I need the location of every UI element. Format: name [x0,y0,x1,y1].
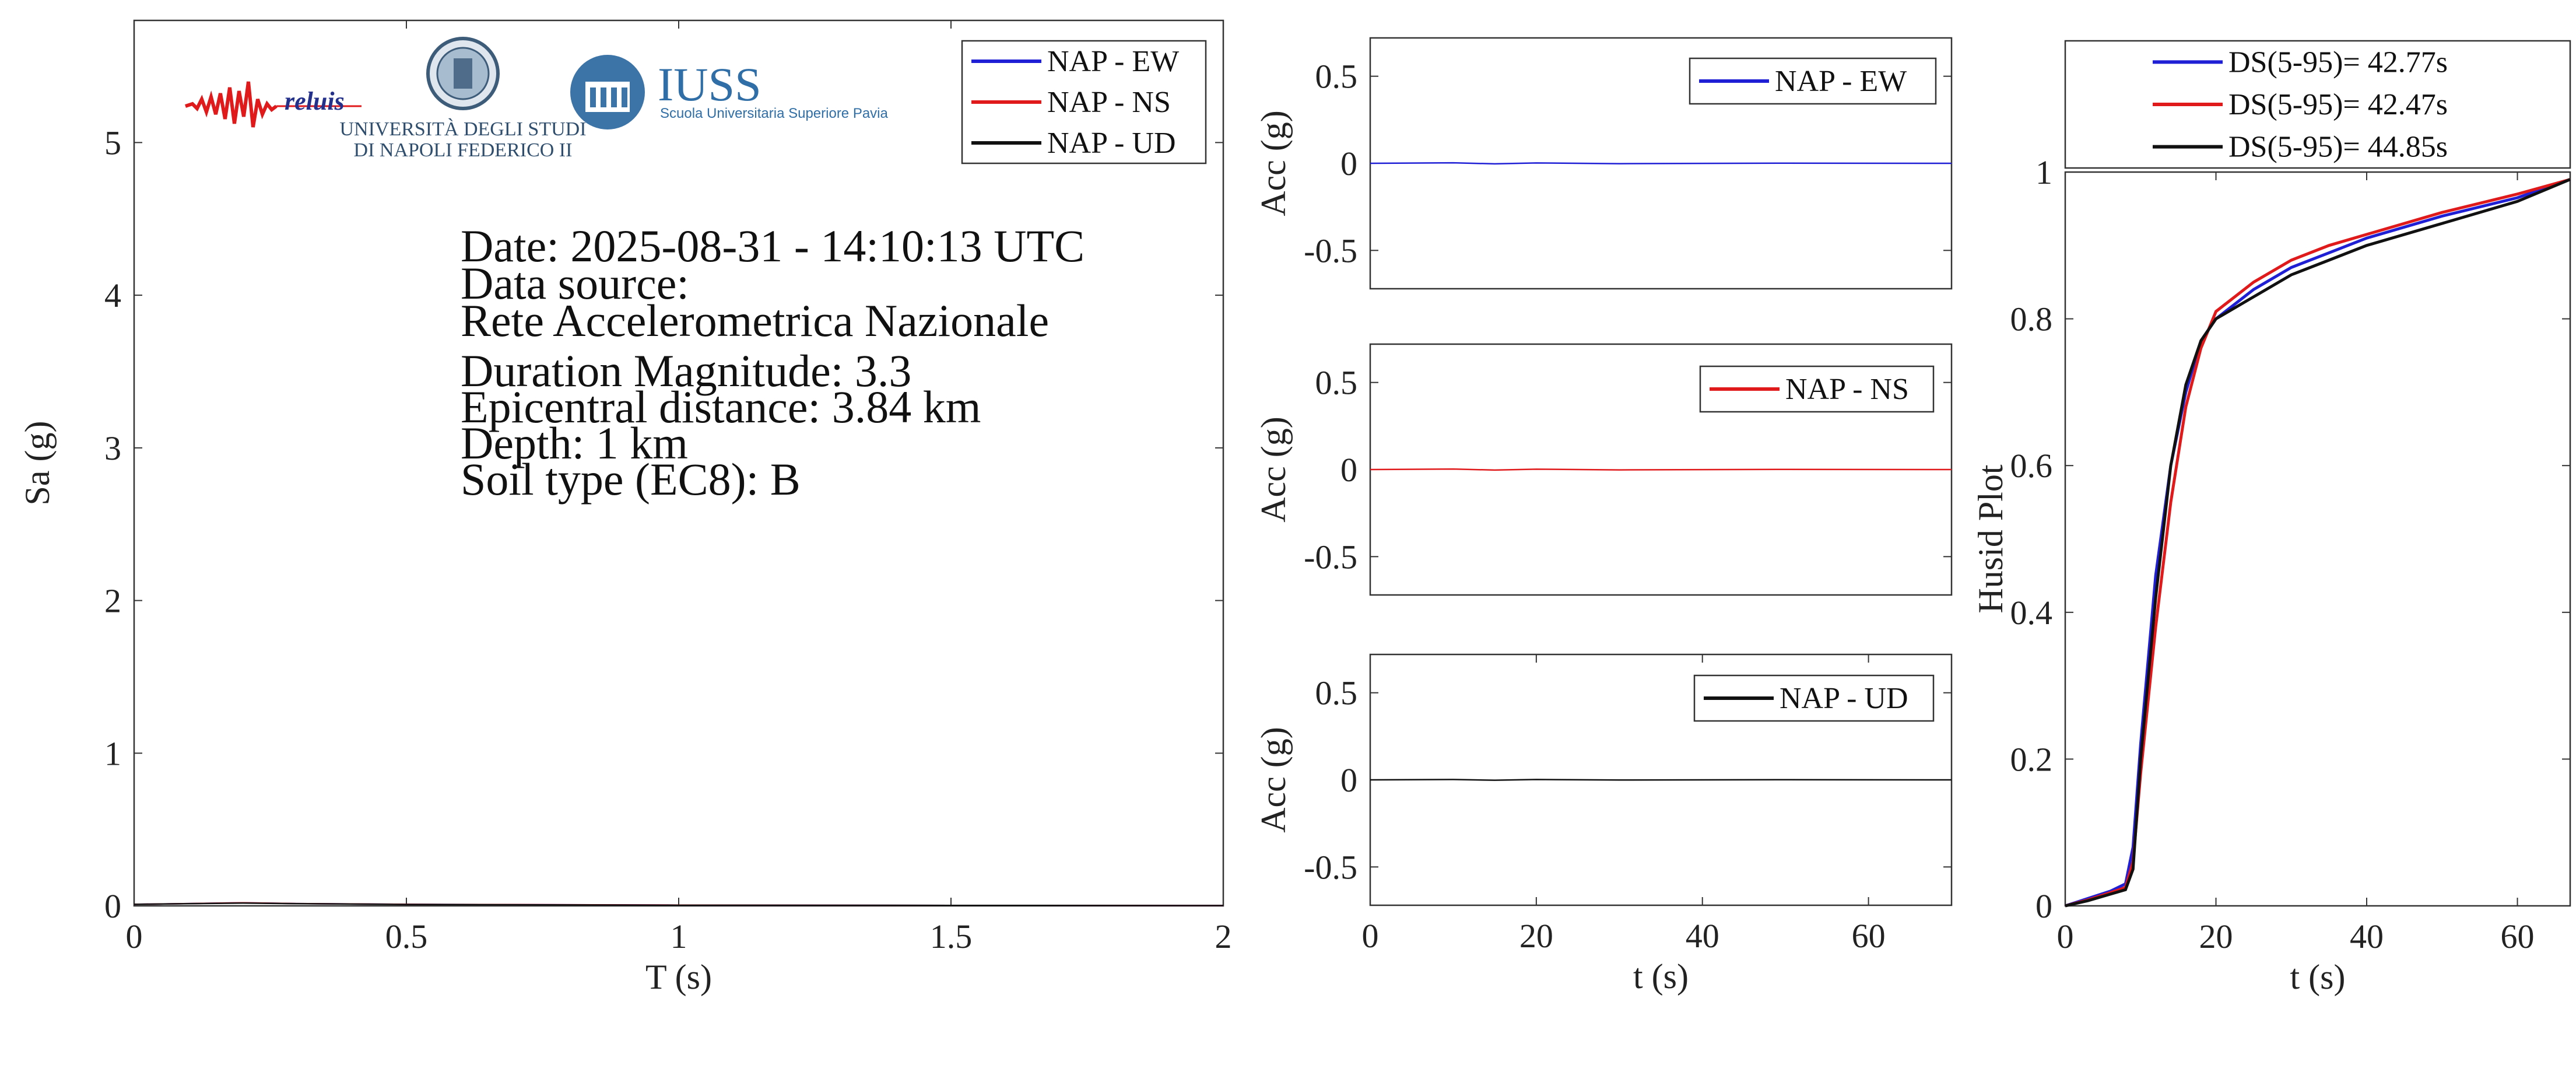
y-axis-label: Sa (g) [18,421,57,506]
unina-line1: UNIVERSITÀ DEGLI STUDI [339,118,586,140]
y-tick-label: 0.2 [2010,740,2053,778]
legend-label-2: NAP - UD [1047,127,1176,160]
x-tick-label: 2 [1215,918,1232,955]
event-info: Date: 2025-08-31 - 14:10:13 UTC Data sou… [461,220,1085,505]
legend-label-0: DS(5-95)= 42.77s [2228,45,2448,79]
x-tick-label: 0.5 [385,918,428,955]
iuss-title: IUSS [658,58,761,111]
legend-label-1: DS(5-95)= 42.47s [2228,88,2448,121]
x-tick-label: 0 [126,918,143,955]
y-tick-label: 0 [1340,145,1357,183]
y-tick-label: 0.4 [2010,594,2053,632]
epicentral-distance: Epicentral distance: 3.84 km [461,381,981,432]
legend-label-0: NAP - EW [1047,45,1179,78]
y-axis-label: Acc (g) [1254,416,1293,523]
y-tick-label: 0 [1340,761,1357,799]
x-tick-label: 60 [1852,917,1886,955]
data-source-label: Data source: [461,258,689,309]
legend-label-0: NAP - NS [1785,373,1909,406]
x-axis-label: t (s) [1633,957,1689,996]
duration-magnitude: Duration Magnitude: 3.3 [461,345,911,396]
legend-label-0: NAP - EW [1775,65,1907,98]
x-tick-label: 20 [2199,918,2233,955]
series-line-2 [2065,178,2571,908]
legend-label-0: NAP - UD [1780,682,1908,715]
legend-box [2064,40,2571,169]
y-tick-label: 0.8 [2010,300,2053,338]
iuss-subtitle: Scuola Universitaria Superiore Pavia [660,106,889,121]
y-tick-label: 1 [2035,153,2052,191]
y-axis-label: Husid Plot [1971,464,2010,613]
logos: reluis UNIVERSITÀ DEGLI STUDI DI NAPOLI … [185,37,889,161]
legend-label-2: DS(5-95)= 44.85s [2228,131,2448,164]
x-tick-label: 40 [2350,918,2384,955]
plot-area [2064,171,2571,907]
husid-chart: 0 20 40 60 0 0.2 0.4 0.6 0.8 1 t (s) Husid Plot DS(5… [1971,40,2571,996]
y-tick-label: 1 [104,734,121,772]
reluis-waveform-icon [185,81,278,128]
y-tick-label: 5 [104,124,121,162]
y-tick-label: -0.5 [1304,232,1357,269]
iuss-logo: IUSS Scuola Universitaria Superiore Pavi… [570,55,889,129]
y-tick-label: 2 [104,582,121,620]
legend-box [1693,674,1935,722]
series-line-2 [134,902,1224,906]
series-line-0 [1370,162,1952,165]
data-source: Rete Accelerometrica Nazionale [461,295,1049,346]
series-line-1 [2065,178,2571,908]
y-tick-label: 0 [104,887,121,925]
legend-box [1689,57,1937,105]
x-axis-label: t (s) [2290,958,2346,996]
y-axis-label: Acc (g) [1254,110,1293,216]
series-line-0 [1370,779,1952,781]
y-tick-label: 0.6 [2010,447,2053,485]
event-date: Date: 2025-08-31 - 14:10:13 UTC [461,220,1085,271]
reluis-wordmark: reluis [285,87,345,115]
y-tick-label: -0.5 [1304,538,1357,576]
depth: Depth: 1 km [461,418,688,468]
unina-logo: UNIVERSITÀ DEGLI STUDI DI NAPOLI FEDERIC… [339,37,587,161]
y-tick-label: 0 [1340,451,1357,489]
y-tick-label: 0.5 [1315,364,1358,402]
acc-ew-chart: 0.5 0 -0.5 Acc (g) NAP - EW [1254,37,1953,290]
x-tick-label: 60 [2501,918,2535,955]
x-tick-label: 1.5 [930,918,973,955]
x-tick-label: 1 [671,918,687,955]
y-axis-label: Acc (g) [1254,727,1293,833]
x-axis-label: T (s) [645,958,712,996]
legend-label-1: NAP - NS [1047,86,1171,119]
unina-line2: DI NAPOLI FEDERICO II [354,139,573,161]
series-line-0 [1370,468,1952,471]
acc-ud-chart: 0 20 40 600.50-0.5t (s)Acc (g)NAP - UD [1254,653,1953,996]
spectral-acceleration-chart: 0 0.5 1 1.5 2 0 1 2 3 4 5 T (s) Sa (g) NAP - EW NAP - … [18,19,1232,996]
y-tick-label: 4 [104,276,121,314]
x-tick-label: 40 [1686,917,1719,955]
x-tick-label: 0 [2057,918,2074,955]
y-tick-label: -0.5 [1304,848,1357,886]
y-tick-label: 0 [2035,887,2052,925]
soil-type: Soil type (EC8): B [461,454,801,505]
x-tick-label: 20 [1519,917,1553,955]
y-tick-label: 0.5 [1315,58,1358,96]
plot-area [133,19,1224,907]
y-tick-label: 3 [104,429,121,467]
y-tick-label: 0.5 [1315,674,1358,712]
reluis-logo: reluis [185,81,362,128]
acc-ns-chart: 0.5 0 -0.5 Acc (g) NAP - NS [1254,343,1953,596]
x-tick-label: 0 [1362,917,1379,955]
